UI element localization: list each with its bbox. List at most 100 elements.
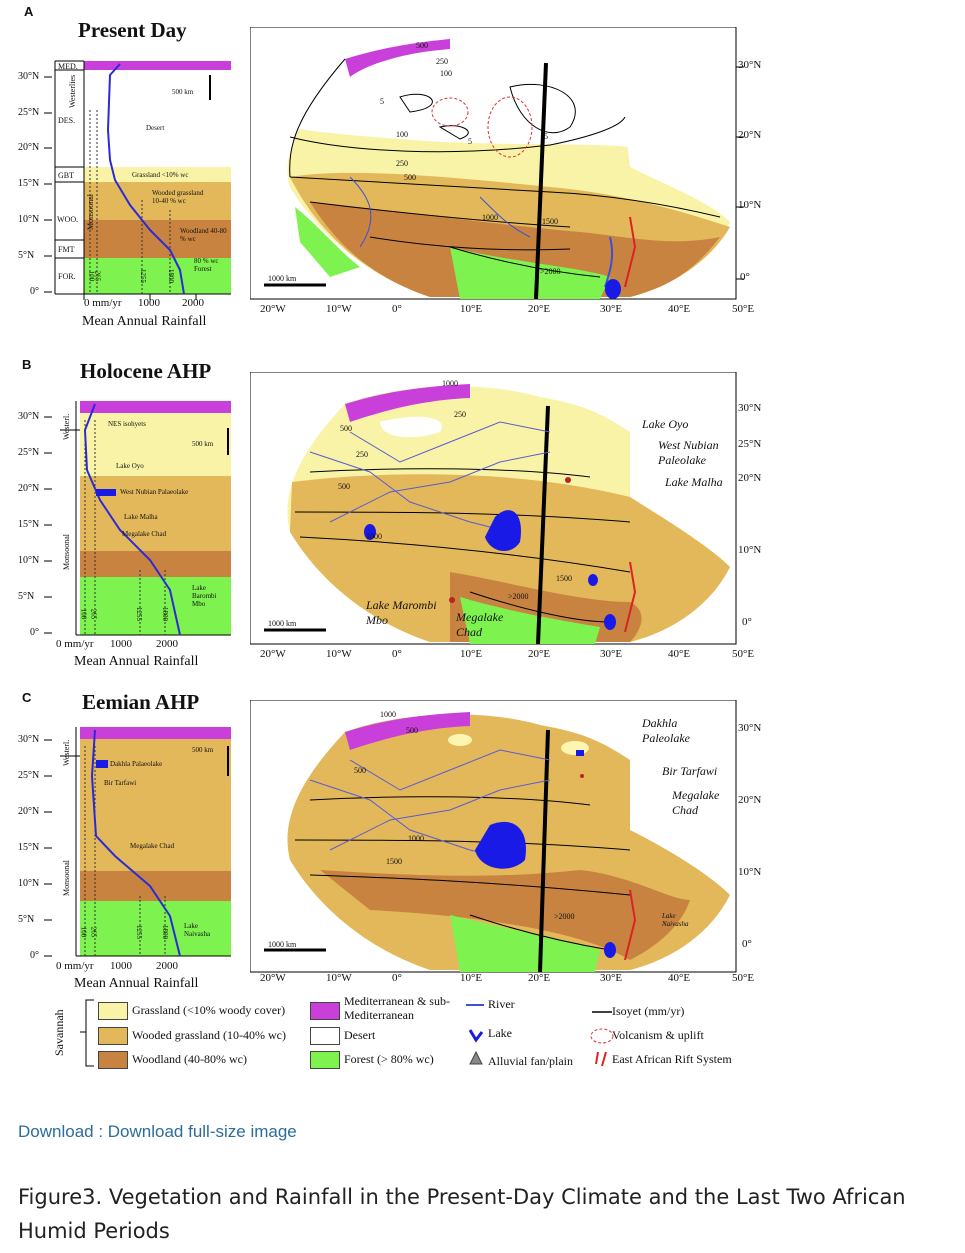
map-lon-label: 10°W <box>326 303 352 315</box>
side-label: Monsoonal <box>86 194 95 230</box>
legend-grassland: Grassland (<10% woody cover) <box>132 1003 286 1017</box>
map-lon-label: 50°E <box>732 648 755 660</box>
lake-icon <box>468 1029 484 1043</box>
panel-a: A Present Day <box>0 0 965 335</box>
lat-label: 0° <box>30 950 39 961</box>
isoyet-label: 100 <box>396 130 408 139</box>
legend-med: Mediterranean & sub-Mediterranean <box>344 994 450 1022</box>
lat-label: 10°N <box>18 878 40 889</box>
legend-river: River <box>488 997 515 1011</box>
map-lon-label: 10°E <box>460 972 483 984</box>
isoyet-label: 1500 <box>556 574 572 583</box>
isoyet-tick: 1255 <box>135 925 143 939</box>
side-label: Monsoonal <box>62 860 71 896</box>
isoyet-label: 1500 <box>386 857 402 866</box>
map-lat-label: 30°N <box>738 59 762 71</box>
isoyet-label: 250 <box>454 410 466 419</box>
map-lat-label: 10°N <box>738 199 762 211</box>
map-holocene: 1000 500 250 250 500 1000 1500 >2000 Lak… <box>249 371 761 662</box>
zone-annotation: Wooded grassland 10-40 % wc <box>152 189 204 205</box>
map-graphic <box>249 371 737 645</box>
lat-label: 25°N <box>18 107 40 118</box>
isoyet-tick: 265 <box>93 270 102 282</box>
map-lon-label: 40°E <box>668 648 691 660</box>
map-name: Lake Malha <box>665 475 723 489</box>
isoyet-label: 250 <box>436 57 448 66</box>
rainfall-column-graphic <box>44 727 231 957</box>
map-lat-label: 0° <box>740 271 750 283</box>
panel-b: B Holocene AHP 30°N 25 <box>0 355 965 675</box>
isoyet-label: 250 <box>396 159 408 168</box>
isoyet-label: 1000 <box>366 532 382 541</box>
map-lon-label: 10°E <box>460 648 483 660</box>
legend-swatch-woodland <box>98 1051 128 1069</box>
map-lon-label: 0° <box>392 648 402 660</box>
x-tick: 1000 <box>110 960 132 972</box>
isoyet-label: >2000 <box>540 267 561 276</box>
download-link[interactable]: Download : Download full-size image <box>18 1122 297 1141</box>
x-tick: 2000 <box>182 297 204 309</box>
rainfall-column: 30°N 25°N 20°N 15°N 10°N 5°N 0° Westerl.… <box>0 390 240 675</box>
x-axis-title: Mean Annual Rainfall <box>74 654 199 669</box>
scale-label: 500 km <box>172 88 194 96</box>
legend-isoyet: Isoyet (mm/yr) <box>612 1004 685 1018</box>
map-lon-label: 10°W <box>326 972 352 984</box>
col-annotation: Lake Naivasha <box>184 922 211 938</box>
map-scale-label: 1000 km <box>268 274 297 283</box>
map-lat-label: 20°N <box>738 472 762 484</box>
isoyet-label: 500 <box>416 41 428 50</box>
map-present-day: 500 250 100 5 5 5 100 250 500 1000 1500 … <box>249 26 761 317</box>
panel-c: C Eemian AHP 30°N 25°N 20 <box>0 688 965 998</box>
panel-letter: B <box>22 357 32 372</box>
x-tick: 0 mm/yr <box>56 638 94 650</box>
x-axis-title: Mean Annual Rainfall <box>82 314 207 329</box>
lat-label: 25°N <box>18 770 40 781</box>
legend-wooded: Wooded grassland (10-40% wc) <box>132 1028 286 1042</box>
map-lon-label: 30°E <box>600 972 623 984</box>
isoyet-label: 1000 <box>408 834 424 843</box>
lat-label: 10°N <box>18 555 40 566</box>
map-lon-label: 20°E <box>528 303 551 315</box>
map-lat-label: 10°N <box>738 866 762 878</box>
zone-label: GBT <box>58 171 74 180</box>
zone-label: DES. <box>58 116 76 125</box>
isoyet-label: 5 <box>468 137 472 146</box>
figure-legend: Savannah Grassland (<10% woody cover) Wo… <box>52 990 820 1080</box>
volcanism-icon <box>590 1028 614 1044</box>
panel-letter: A <box>24 4 34 19</box>
map-lon-label: 10°E <box>460 303 483 315</box>
side-label: Monsoonal <box>62 534 71 570</box>
map-lat-label: 10°N <box>738 544 762 556</box>
col-annotation: Megalake Chad <box>122 530 167 538</box>
isoyet-label: 500 <box>340 424 352 433</box>
isoyet-label: 250 <box>356 450 368 459</box>
map-name: Lake Marombi Mbo <box>366 598 437 627</box>
legend-woodland: Woodland (40-80% wc) <box>132 1052 248 1066</box>
lat-label: 10°N <box>18 214 40 225</box>
legend-symbols-2 <box>590 1011 614 1067</box>
legend-savannah-label: Savannah <box>52 1009 66 1056</box>
map-eemian: 1000 500 500 1000 1500 >2000 Dakhla Pale… <box>249 699 761 990</box>
col-annotation: West Nubian Palaeolake <box>120 488 189 496</box>
map-lon-label: 40°E <box>668 972 691 984</box>
lat-label: 20°N <box>18 483 40 494</box>
isoyet-label: 500 <box>406 726 418 735</box>
isoyet-tick: 100 <box>79 926 88 938</box>
x-tick: 0 mm/yr <box>56 960 94 972</box>
lat-label: 20°N <box>18 806 40 817</box>
map-lon-label: 20°W <box>260 972 286 984</box>
isoyet-tick: 265 <box>89 926 98 938</box>
isoyet-label: 500 <box>404 173 416 182</box>
col-annotation: Lake Oyo <box>116 462 144 470</box>
rift-icon <box>595 1051 607 1067</box>
alluvial-fan-icon <box>469 1050 483 1065</box>
side-label: Westerlies <box>68 74 77 108</box>
map-graphic <box>249 699 737 973</box>
legend-fan: Alluvial fan/plain <box>488 1054 573 1068</box>
map-lon-label: 50°E <box>732 303 755 315</box>
side-label: Westerl. <box>62 413 71 440</box>
legend-symbols-1 <box>466 1004 484 1065</box>
isoyet-label: 500 <box>338 482 350 491</box>
isoyet-label: 1000 <box>380 710 396 719</box>
map-lon-label: 0° <box>392 303 402 315</box>
